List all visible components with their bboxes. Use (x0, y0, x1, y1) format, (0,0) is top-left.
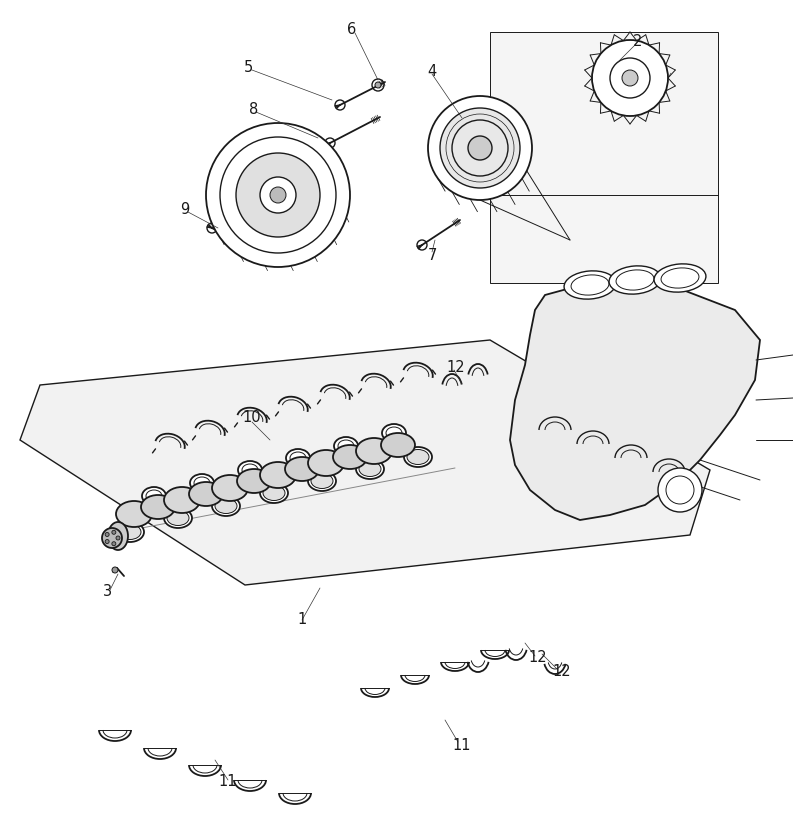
Circle shape (658, 468, 702, 512)
Ellipse shape (609, 266, 661, 294)
Text: 10: 10 (243, 410, 262, 425)
Ellipse shape (654, 264, 706, 292)
Ellipse shape (116, 501, 152, 527)
Text: 12: 12 (446, 361, 465, 376)
Ellipse shape (263, 486, 285, 501)
Ellipse shape (381, 433, 415, 457)
Ellipse shape (212, 496, 240, 516)
Ellipse shape (167, 510, 189, 525)
Text: 1: 1 (297, 612, 307, 628)
Ellipse shape (108, 522, 128, 550)
Polygon shape (490, 32, 718, 283)
Circle shape (102, 528, 122, 548)
Circle shape (105, 533, 109, 536)
Ellipse shape (238, 461, 262, 479)
Ellipse shape (359, 461, 381, 477)
Ellipse shape (141, 495, 175, 519)
Ellipse shape (308, 450, 344, 476)
Ellipse shape (286, 449, 310, 467)
Circle shape (440, 108, 520, 188)
Text: 12: 12 (529, 650, 547, 665)
Circle shape (236, 153, 320, 237)
Text: 7: 7 (427, 248, 437, 263)
Text: 2: 2 (634, 34, 642, 50)
Text: 8: 8 (249, 102, 259, 117)
Ellipse shape (407, 450, 429, 465)
Ellipse shape (333, 445, 367, 469)
Ellipse shape (142, 487, 166, 505)
Text: 12: 12 (553, 664, 571, 680)
Ellipse shape (260, 462, 296, 488)
Ellipse shape (404, 447, 432, 467)
Circle shape (468, 136, 492, 160)
Ellipse shape (237, 469, 271, 493)
Circle shape (116, 536, 120, 540)
Ellipse shape (308, 471, 336, 491)
Ellipse shape (382, 424, 406, 442)
Ellipse shape (356, 438, 392, 464)
Circle shape (622, 70, 638, 86)
Text: 11: 11 (453, 737, 471, 753)
Polygon shape (20, 340, 710, 585)
Ellipse shape (164, 508, 192, 528)
Ellipse shape (260, 483, 288, 503)
Text: 11: 11 (219, 774, 237, 789)
Ellipse shape (564, 271, 616, 300)
Ellipse shape (285, 457, 319, 481)
Polygon shape (510, 280, 760, 520)
Circle shape (206, 123, 350, 267)
Circle shape (592, 40, 668, 116)
Circle shape (428, 96, 532, 200)
Circle shape (112, 530, 116, 534)
Ellipse shape (212, 475, 248, 501)
Ellipse shape (119, 524, 141, 539)
Text: 5: 5 (243, 60, 253, 76)
Text: 4: 4 (427, 65, 437, 80)
Circle shape (270, 187, 286, 203)
Ellipse shape (164, 487, 200, 513)
Circle shape (112, 542, 116, 545)
Text: 6: 6 (347, 23, 357, 38)
Text: 9: 9 (180, 202, 190, 217)
Circle shape (105, 539, 109, 544)
Circle shape (112, 567, 118, 573)
Ellipse shape (311, 473, 333, 488)
Ellipse shape (190, 474, 214, 492)
Ellipse shape (356, 459, 384, 479)
Ellipse shape (189, 482, 223, 506)
Ellipse shape (116, 522, 144, 542)
Circle shape (375, 82, 381, 88)
Text: 3: 3 (103, 585, 113, 600)
Ellipse shape (334, 437, 358, 455)
Circle shape (260, 177, 296, 213)
Ellipse shape (215, 498, 237, 513)
